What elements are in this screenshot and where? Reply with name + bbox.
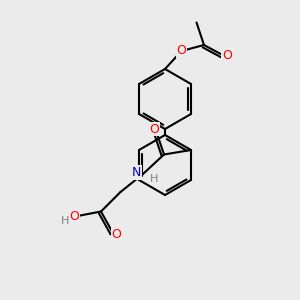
Text: N: N bbox=[132, 166, 142, 179]
Text: O: O bbox=[149, 122, 159, 136]
Text: H: H bbox=[150, 174, 159, 184]
Text: H: H bbox=[61, 215, 69, 226]
Text: O: O bbox=[69, 209, 79, 223]
Text: O: O bbox=[112, 228, 122, 241]
Text: O: O bbox=[177, 44, 186, 58]
Text: O: O bbox=[222, 49, 232, 62]
